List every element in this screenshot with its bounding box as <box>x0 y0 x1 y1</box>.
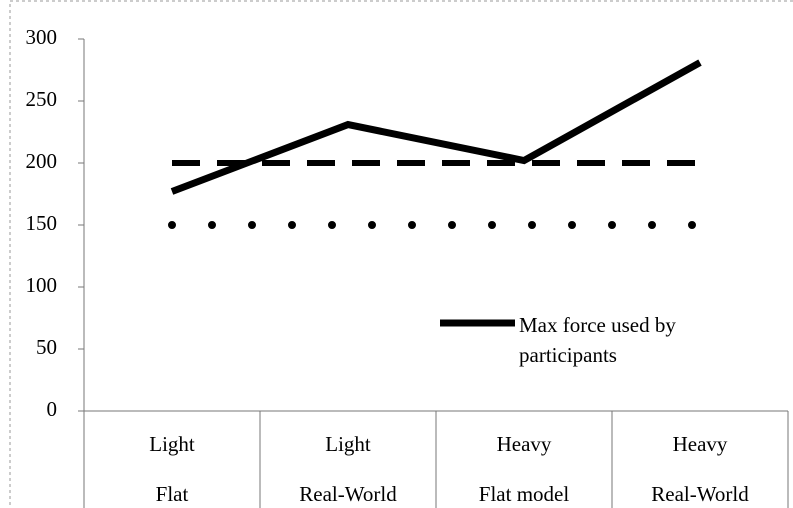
y-tick-label: 250 <box>26 87 58 111</box>
y-tick-label: 50 <box>36 335 57 359</box>
series-line <box>170 59 702 195</box>
y-tick-label: 100 <box>26 273 58 297</box>
legend-label: Max force used by participants <box>519 313 676 367</box>
x-tick-label: Flat <box>156 482 189 506</box>
y-tick-label: 0 <box>47 397 58 421</box>
y-tick-label: 150 <box>26 211 58 235</box>
x-tick-label: Flat model <box>479 482 570 506</box>
y-tick-label: 200 <box>26 149 58 173</box>
legend: Max force used by participants <box>519 313 676 367</box>
x-tick-label: Light <box>325 432 371 456</box>
x-tick-label: Heavy <box>497 432 552 456</box>
y-tick-label: 300 <box>26 25 58 49</box>
x-tick-label: Light <box>149 432 195 456</box>
x-tick-label: Heavy <box>673 432 728 456</box>
x-tick-label: Real-World <box>299 482 397 506</box>
x-tick-label: Real-World <box>651 482 749 506</box>
